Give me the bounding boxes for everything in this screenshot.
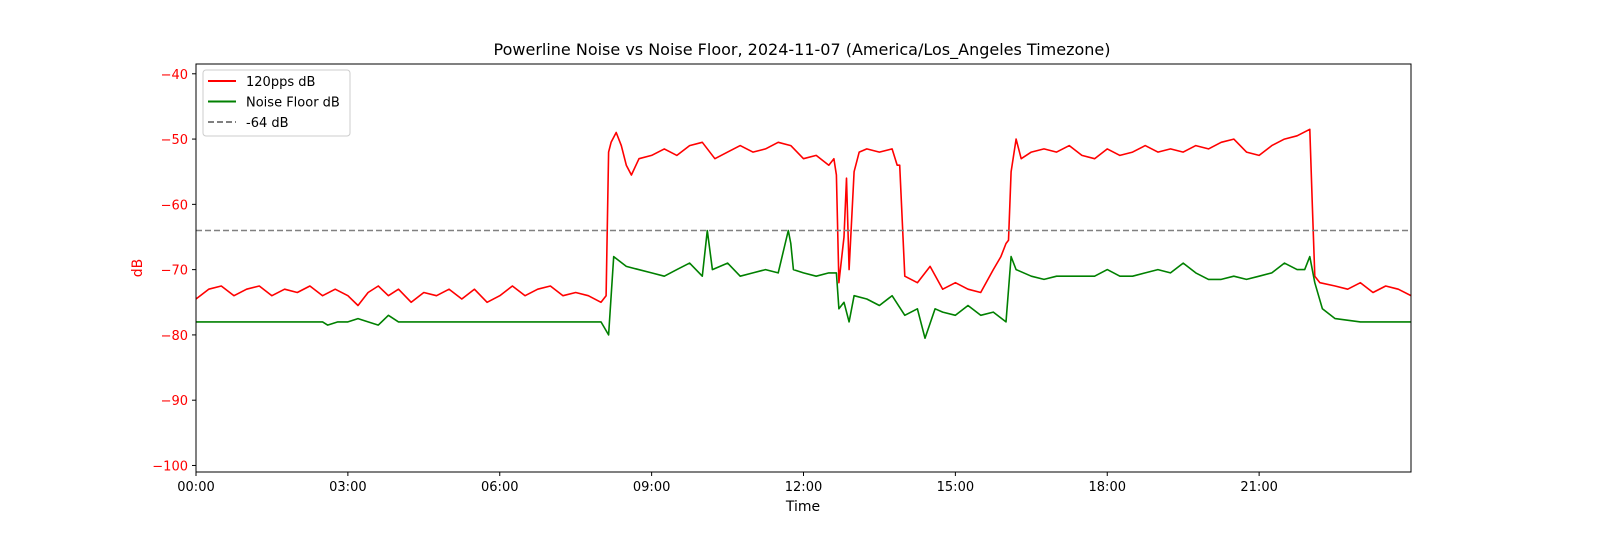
legend-box [202, 69, 351, 137]
y-tick-label: −90 [161, 394, 188, 409]
x-axis-label: Time [785, 499, 820, 515]
series-line-1 [196, 229, 1411, 339]
series-line-0 [196, 128, 1411, 307]
y-tick-label: −40 [161, 68, 188, 83]
x-tick-label: 00:00 [177, 480, 214, 495]
chart-title: Powerline Noise vs Noise Floor, 2024-11-… [494, 40, 1111, 60]
y-tick-label: −80 [161, 329, 188, 344]
y-axis-label: dB [130, 259, 146, 278]
x-tick-label: 09:00 [633, 480, 670, 495]
y-tick-label: −70 [161, 264, 188, 279]
plot-area [196, 128, 1411, 339]
y-tick-label: −50 [161, 133, 188, 148]
x-tick-label: 15:00 [937, 480, 974, 495]
plot-frame [195, 63, 1412, 473]
x-tick-label: 21:00 [1240, 480, 1277, 495]
x-tick-label: 18:00 [1089, 480, 1126, 495]
x-tick-label: 06:00 [481, 480, 518, 495]
axes: 00:00 03:00 06:00 09:00 12:00 15:00 18:00 21:00… [152, 63, 1412, 495]
legend: 120pps dB Noise Floor dB -64 dB [202, 69, 351, 137]
legend-label-1: Noise Floor dB [246, 96, 340, 111]
y-tick-label: −100 [152, 459, 188, 474]
legend-label-2: -64 dB [246, 116, 289, 131]
legend-label-0: 120pps dB [246, 75, 315, 90]
x-tick-label: 03:00 [329, 480, 366, 495]
x-tick-label: 12:00 [785, 480, 822, 495]
y-tick-label: −60 [161, 198, 188, 213]
